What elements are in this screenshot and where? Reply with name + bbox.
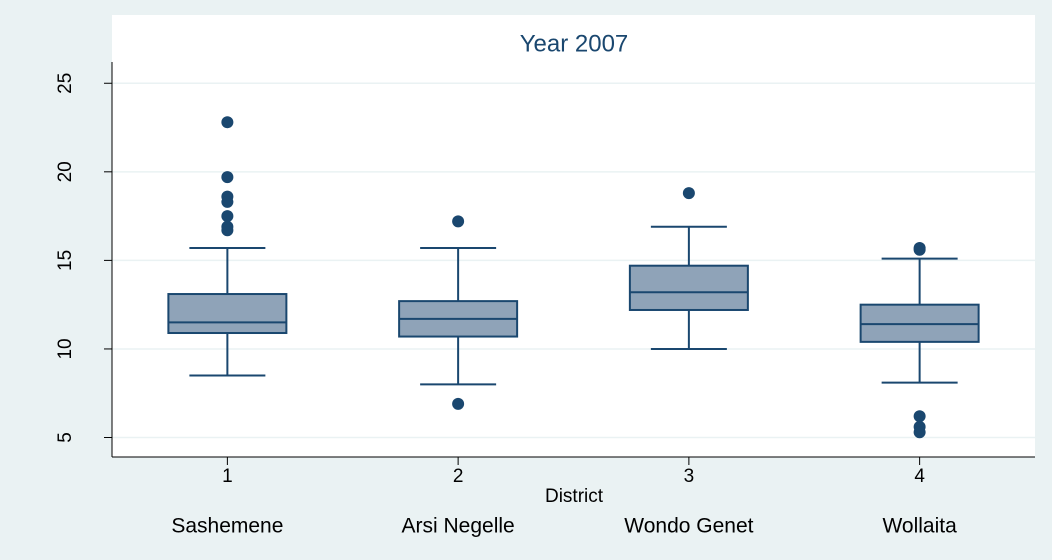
outlier <box>221 116 234 129</box>
outlier <box>452 397 465 410</box>
outlier <box>221 195 234 208</box>
y-tick-label: 5 <box>55 432 76 443</box>
x-tick-label: 1 <box>222 466 233 487</box>
outlier <box>682 187 695 200</box>
outlier <box>221 210 234 223</box>
box <box>167 293 288 335</box>
outlier <box>221 224 234 237</box>
group-label: Wondo Genet <box>624 515 753 538</box>
y-tick-label: 10 <box>55 338 76 359</box>
plot-area <box>112 15 1035 457</box>
chart-title: Year 2007 <box>520 30 629 57</box>
x-tick-label: 3 <box>684 466 695 487</box>
x-axis-title: District <box>545 486 604 507</box>
x-tick-label: 2 <box>453 466 464 487</box>
group-label: Arsi Negelle <box>402 515 515 538</box>
outlier <box>452 215 465 228</box>
outlier <box>221 171 234 184</box>
outlier <box>913 426 926 439</box>
outlier <box>913 243 926 256</box>
outlier <box>913 410 926 423</box>
group-label: Sashemene <box>171 515 283 538</box>
y-tick-label: 25 <box>55 73 76 94</box>
group-label: Wollaita <box>882 515 957 538</box>
box <box>628 264 749 311</box>
x-tick-label: 4 <box>914 466 925 487</box>
y-tick-label: 15 <box>55 250 76 271</box>
y-tick-label: 20 <box>55 161 76 182</box>
